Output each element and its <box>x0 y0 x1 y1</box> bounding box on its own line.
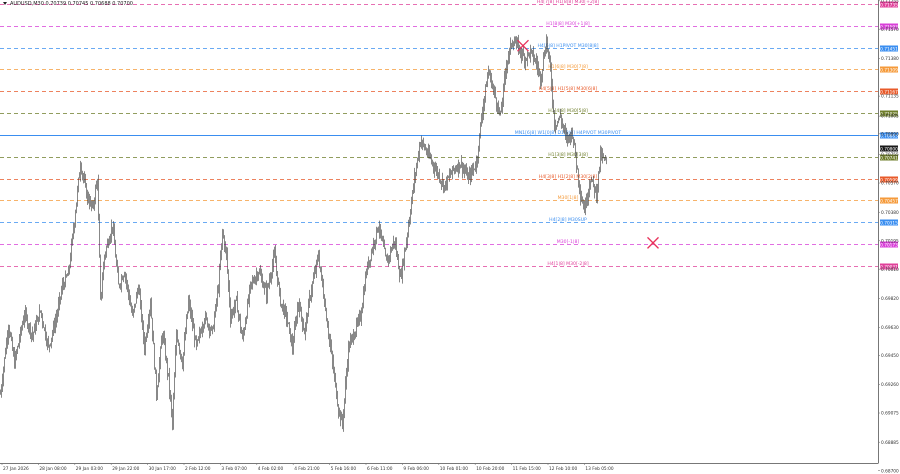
y-tick-label: 0.69820 <box>881 296 899 302</box>
y-tick-label: 0.69075 <box>881 411 899 417</box>
level-label: H4[5|8] H1[5|8] M30[6|8] <box>539 86 598 92</box>
level-label: M30[-1|8] <box>557 239 580 245</box>
x-tick-label: 2 Feb 12:00 <box>185 466 211 472</box>
level-label: MN1[6|8] W1[0|8] D1[8|8] H4PIVOT M30PIVO… <box>515 130 622 136</box>
level-label: H4[3|8] H1[2|8] M30[2|8] <box>539 174 598 180</box>
x-tick-label: 13 Feb 05:00 <box>585 466 613 472</box>
x-tick-label: 4 Feb 21:00 <box>294 466 320 472</box>
y-tick-label: 0.70010 <box>881 267 899 273</box>
x-tick-label: 4 Feb 02:00 <box>258 466 284 472</box>
level-label: H1[6|8] M30[7|8] <box>548 64 588 70</box>
y-tick-label: 0.71135 <box>881 94 899 100</box>
x-tick-label: 12 Feb 10:00 <box>549 466 577 472</box>
y-tick-label: 0.71755 <box>881 0 899 4</box>
x-tick-label: 29 Jan 22:00 <box>112 466 139 472</box>
level-label: H4[2|8] M30SUP <box>549 217 587 223</box>
current-price-text: 0.70800 <box>880 146 898 152</box>
level-label: H1[3|8] M30[3|8] <box>548 152 588 158</box>
y-tick-label: 0.69630 <box>881 325 899 331</box>
x-tick-label: 10 Feb 01:00 <box>440 466 468 472</box>
level-label: H1[8|8] M30[+1|8] <box>546 21 590 27</box>
y-tick-label: 0.70380 <box>881 210 899 216</box>
y-tick-label: 0.68700 <box>881 468 899 474</box>
x-tick-label: 5 Feb 16:00 <box>331 466 357 472</box>
dropdown-triangle-icon[interactable] <box>3 2 7 5</box>
y-tick-label: 0.69450 <box>881 353 899 359</box>
y-tick-label: 0.70755 <box>881 152 899 158</box>
symbol-quote-text: AUDUSD,M30 0.70739 0.70745 0.70688 0.707… <box>10 1 133 7</box>
level-label: H4[7|8] H1[8|8] M30[+2|8] <box>537 0 599 5</box>
y-tick-label: 0.70570 <box>881 181 899 187</box>
x-tick-label: 9 Feb 06:00 <box>403 466 429 472</box>
x-tick-label: 27 Jan 2026 <box>3 466 29 472</box>
x-tick-label: 10 Feb 20:00 <box>476 466 504 472</box>
x-tick-label: 30 Jan 17:00 <box>149 466 176 472</box>
x-tick-label: 28 Jan 08:00 <box>39 466 66 472</box>
level-price-text: 0.71451 <box>880 46 898 52</box>
y-tick-label: 0.68885 <box>881 440 899 446</box>
x-tick-label: 11 Feb 15:00 <box>513 466 541 472</box>
x-tick-label: 29 Jan 03:00 <box>76 466 103 472</box>
level-price-text: 0.71309 <box>880 67 898 73</box>
symbol-header: AUDUSD,M30 0.70739 0.70745 0.70688 0.707… <box>3 1 133 7</box>
y-tick-label: 0.71380 <box>881 56 899 62</box>
y-tick-label: 0.70890 <box>881 131 899 137</box>
x-tick-label: 6 Feb 11:00 <box>367 466 393 472</box>
level-label: H4[1|8] M30[-2|8] <box>547 261 588 267</box>
level-price-text: 0.70315 <box>880 220 898 226</box>
y-tick-label: 0.69260 <box>881 382 899 388</box>
y-tick-label: 0.71570 <box>881 27 899 33</box>
y-tick-label: 0.70195 <box>881 238 899 244</box>
level-label: M30[1|8] <box>558 195 579 201</box>
level-label: H1[4|8] M30[5|8] <box>548 108 588 114</box>
level-price-text: 0.70457 <box>880 198 898 204</box>
y-tick-label: 0.71005 <box>881 114 899 120</box>
x-tick-label: 3 Feb 07:00 <box>221 466 247 472</box>
